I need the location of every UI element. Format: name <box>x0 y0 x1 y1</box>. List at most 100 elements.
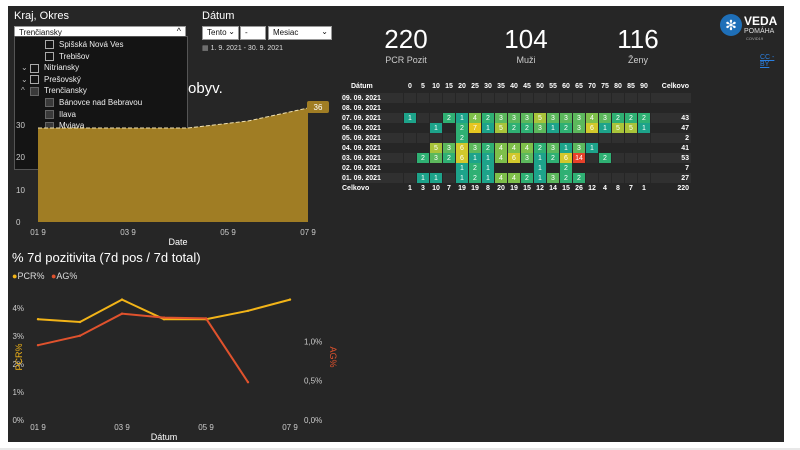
heatmap-cell <box>442 103 456 113</box>
heatmap-cell: 2 <box>481 113 495 123</box>
heatmap-cell <box>520 93 534 103</box>
heatmap-cell: 2 <box>637 113 651 123</box>
y-tick-label: 2% <box>12 360 24 369</box>
heatmap-summary-cell: 10 <box>429 183 443 193</box>
heatmap-cell <box>481 103 495 113</box>
heatmap-cell: 6 <box>455 143 469 153</box>
heatmap-cell <box>611 173 625 183</box>
heatmap-cell <box>455 103 469 113</box>
chevron-down-icon[interactable]: ⌄ <box>21 74 28 84</box>
date-count-input[interactable]: - <box>240 26 266 40</box>
date-range: ▦ 1. 9. 2021 - 30. 9. 2021 <box>202 44 283 52</box>
heatmap-cell <box>637 163 651 173</box>
dropdown-item[interactable]: Ilava <box>45 110 76 119</box>
heatmap-cell <box>507 103 521 113</box>
heatmap-cell <box>520 103 534 113</box>
date-mode-select[interactable]: Tento ⌄ <box>202 26 239 40</box>
heatmap-cell: 2 <box>533 143 547 153</box>
heatmap-cell: 1 <box>598 123 612 133</box>
dropdown-item[interactable]: ⌄ Nitriansky <box>21 63 79 73</box>
x-axis-label: Dátum <box>151 432 178 442</box>
logo-name: VEDA <box>744 14 778 28</box>
heatmap-date-header[interactable]: Dátum <box>341 80 404 93</box>
kpi-male: 104 Muži <box>496 24 556 65</box>
date-range-text: 1. 9. 2021 - 30. 9. 2021 <box>210 45 283 52</box>
heatmap-row[interactable]: 08. 09. 2021 <box>341 103 692 113</box>
heatmap-cell <box>416 163 430 173</box>
checkbox[interactable] <box>45 98 54 108</box>
checkbox[interactable] <box>30 63 39 73</box>
area-xtick: 03 9 <box>120 228 136 237</box>
heatmap-row[interactable]: 04. 09. 2021 5 3 6 3 2 4 4 4 2 3 1 3 1 41 <box>341 143 692 153</box>
dropdown-item[interactable]: Spišská Nová Ves <box>45 40 123 50</box>
veda-pomaha-logo[interactable]: ✻ VEDA POMÁHA COVID19 <box>720 12 780 46</box>
heatmap-cell <box>611 143 625 153</box>
heatmap-age-header: 5 <box>416 80 430 93</box>
heatmap-cell <box>507 163 521 173</box>
chevron-up-icon[interactable]: ^ <box>21 86 25 96</box>
heatmap-cell: 4 <box>468 113 482 123</box>
heatmap-age-header: 40 <box>507 80 521 93</box>
y2-axis-label: AG% <box>328 346 338 367</box>
heatmap-cell: 4 <box>507 173 521 183</box>
checkbox[interactable] <box>45 51 54 61</box>
heatmap-row[interactable]: 02. 09. 2021 1 2 1 1 2 7 <box>341 163 692 173</box>
dropdown-item[interactable]: Trebišov <box>45 52 89 61</box>
heatmap-cell <box>546 93 560 103</box>
dropdown-item[interactable]: Bánovce nad Bebravou <box>45 98 143 108</box>
heatmap-cell: 3 <box>546 173 560 183</box>
dropdown-item-label: Bánovce nad Bebravou <box>59 98 143 107</box>
heatmap-row[interactable]: 03. 09. 2021 2 3 2 6 1 1 4 6 3 1 2 6 14 2 53 <box>341 153 692 163</box>
heatmap-cell: 2 <box>598 153 612 163</box>
kpi-female-value: 116 <box>617 24 659 54</box>
heatmap-cell: 5 <box>624 123 638 133</box>
heatmap-cell: 2 <box>572 173 586 183</box>
y2-tick-label: 1,0% <box>304 337 322 346</box>
x-tick-label: 01 9 <box>30 423 46 432</box>
heatmap-cell <box>559 133 573 143</box>
heatmap-summary-cell: 15 <box>559 183 573 193</box>
checkbox[interactable] <box>30 86 39 96</box>
area-xtick: 07 9 <box>300 228 316 237</box>
dropdown-item[interactable]: ^ Trenčiansky <box>21 86 87 96</box>
heatmap-row[interactable]: 01. 09. 2021 1 1 1 2 1 4 4 2 1 3 2 2 27 <box>341 173 692 183</box>
heatmap-age-header: 35 <box>494 80 508 93</box>
heatmap-cell <box>403 103 417 113</box>
checkbox[interactable] <box>30 75 39 85</box>
heatmap-cell <box>416 133 430 143</box>
heatmap-row[interactable]: 05. 09. 2021 2 2 <box>341 133 692 143</box>
heatmap-cell: 1 <box>546 123 560 133</box>
heatmap-cell: 3 <box>494 113 508 123</box>
heatmap-cell <box>442 173 456 183</box>
y-tick-label: 0% <box>12 416 24 425</box>
heatmap-cell <box>546 103 560 113</box>
heatmap-row-date: 06. 09. 2021 <box>341 123 404 133</box>
checkbox[interactable] <box>45 40 54 50</box>
y2-tick-label: 0,0% <box>304 416 322 425</box>
chevron-up-icon: ^ <box>176 26 181 36</box>
heatmap-cell <box>403 143 417 153</box>
heatmap-cell: 2 <box>455 123 469 133</box>
heatmap-row[interactable]: 07. 09. 2021 1 2 1 4 2 3 3 3 5 3 3 3 4 3 2 2 2 43 <box>341 113 692 123</box>
heatmap-cell <box>403 173 417 183</box>
heatmap-cell: 3 <box>533 123 547 133</box>
heatmap-cell <box>481 93 495 103</box>
legend-ag: AG% <box>56 271 78 281</box>
date-unit-select[interactable]: Mesiac ⌄ <box>268 26 332 40</box>
data-point <box>288 298 292 301</box>
dropdown-item-label: Trenčiansky <box>44 86 87 96</box>
license-link[interactable]: CC - BY <box>760 54 775 68</box>
checkbox[interactable] <box>45 109 54 119</box>
heatmap-cell: 2 <box>546 153 560 163</box>
data-point <box>162 316 166 319</box>
heatmap-row[interactable]: 06. 09. 2021 1 2 7 1 5 2 2 3 1 2 3 6 1 5 5 1 47 <box>341 123 692 133</box>
heatmap-row[interactable]: 09. 09. 2021 <box>341 93 692 103</box>
chevron-down-icon[interactable]: ⌄ <box>21 63 28 73</box>
dropdown-item[interactable]: ⌄ Prešovský <box>21 74 81 85</box>
logo-tagline: COVID19 <box>746 36 764 41</box>
heatmap-age-header: 10 <box>429 80 443 93</box>
heatmap-cell: 3 <box>442 143 456 153</box>
kpi-male-label: Muži <box>516 55 536 65</box>
kpi-pcr: 220 PCR Pozit <box>376 24 436 65</box>
heatmap-age-header: 60 <box>559 80 573 93</box>
